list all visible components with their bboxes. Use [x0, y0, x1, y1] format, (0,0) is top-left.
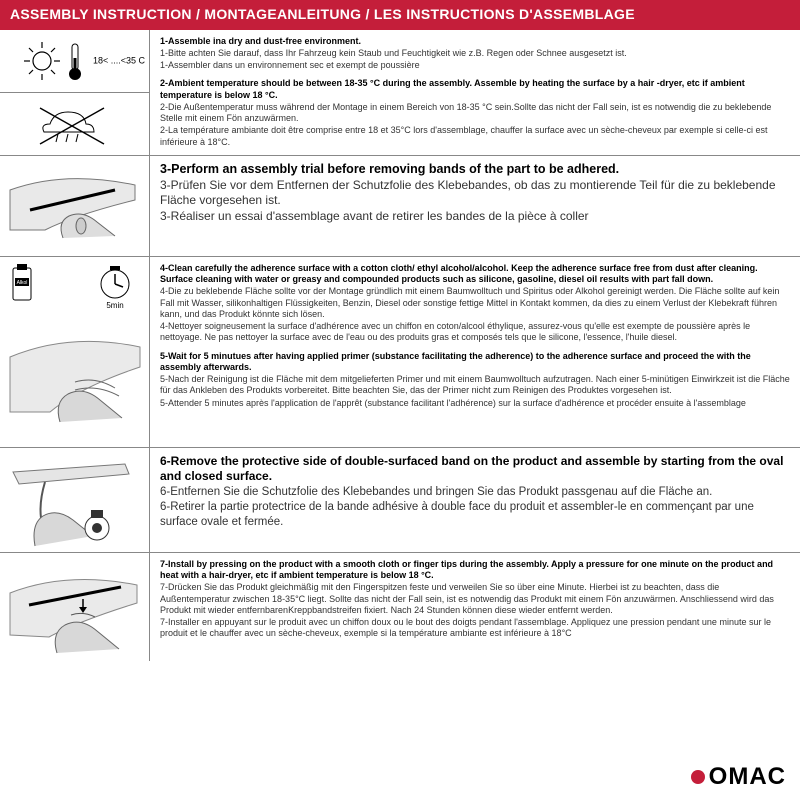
illustration-cell	[0, 156, 150, 256]
logo-text: OMAC	[709, 762, 786, 792]
press-install-icon	[5, 557, 145, 657]
step-de: 7-Drücken Sie das Produkt gleichmäßig mi…	[160, 582, 790, 616]
instruction-text: 7-Install by pressing on the product wit…	[150, 553, 800, 661]
instruction-text: 1-Assemble ina dry and dust-free environ…	[150, 30, 800, 155]
step-en: 6-Remove the protective side of double-s…	[160, 454, 790, 484]
brand-logo: OMAC	[691, 762, 786, 792]
instruction-row: 18< ....<35 C 1-Assemble ina dry and dus…	[0, 30, 800, 156]
instruction-grid: 18< ....<35 C 1-Assemble ina dry and dus…	[0, 30, 800, 661]
trial-fit-icon	[5, 160, 145, 252]
no-rain-icon	[30, 102, 120, 146]
instruction-row: 6-Remove the protective side of double-s…	[0, 448, 800, 553]
page-title: ASSEMBLY INSTRUCTION / MONTAGEANLEITUNG …	[0, 0, 800, 30]
step-en: 3-Perform an assembly trial before remov…	[160, 162, 790, 178]
instruction-text: 4-Clean carefully the adherence surface …	[150, 257, 800, 447]
step-fr: 3-Réaliser un essai d'assemblage avant d…	[160, 209, 790, 224]
step-fr: 4-Nettoyer soigneusement la surface d'ad…	[160, 321, 790, 344]
step-fr: 2-La température ambiante doit être comp…	[160, 125, 790, 148]
step-fr: 7-Installer en appuyant sur le produit a…	[160, 617, 790, 640]
step-de: 1-Bitte achten Sie darauf, dass Ihr Fahr…	[160, 48, 790, 59]
peel-tape-icon	[5, 452, 145, 548]
instruction-row: Alkol 5min 4-Clean carefully the adheren…	[0, 257, 800, 448]
step-en: 4-Clean carefully the adherence surface …	[160, 263, 790, 286]
svg-text:Alkol: Alkol	[16, 280, 27, 286]
step-en: 7-Install by pressing on the product wit…	[160, 559, 790, 582]
instruction-text: 6-Remove the protective side of double-s…	[150, 448, 800, 552]
step-de: 5-Nach der Reinigung ist die Fläche mit …	[160, 374, 790, 397]
instruction-row: 3-Perform an assembly trial before remov…	[0, 156, 800, 257]
instruction-text: 3-Perform an assembly trial before remov…	[150, 156, 800, 256]
step-de: 2-Die Außentemperatur muss während der M…	[160, 102, 790, 125]
illustration-cell: 18< ....<35 C	[0, 30, 150, 155]
step-en: 2-Ambient temperature should be between …	[160, 78, 790, 101]
step-de: 6-Entfernen Sie die Schutzfolie des Kleb…	[160, 485, 790, 499]
clean-surface-icon: Alkol 5min	[5, 262, 145, 442]
illustration-cell	[0, 553, 150, 661]
step-de: 4-Die zu beklebende Fläche sollte vor de…	[160, 286, 790, 320]
step-de: 3-Prüfen Sie vor dem Entfernen der Schut…	[160, 178, 790, 208]
step-fr: 5-Attender 5 minutes après l'application…	[160, 398, 790, 409]
step-fr: 1-Assembler dans un environnement sec et…	[160, 60, 790, 71]
temp-range-label: 18< ....<35 C	[93, 55, 145, 66]
instruction-row: 7-Install by pressing on the product wit…	[0, 553, 800, 661]
svg-text:5min: 5min	[106, 301, 123, 310]
logo-dot-icon	[691, 770, 705, 784]
step-en: 5-Wait for 5 minutues after having appli…	[160, 351, 790, 374]
illustration-cell	[0, 448, 150, 552]
step-en: 1-Assemble ina dry and dust-free environ…	[160, 36, 790, 47]
illustration-cell: Alkol 5min	[0, 257, 150, 447]
step-fr: 6-Retirer la partie protectrice de la ba…	[160, 500, 790, 529]
